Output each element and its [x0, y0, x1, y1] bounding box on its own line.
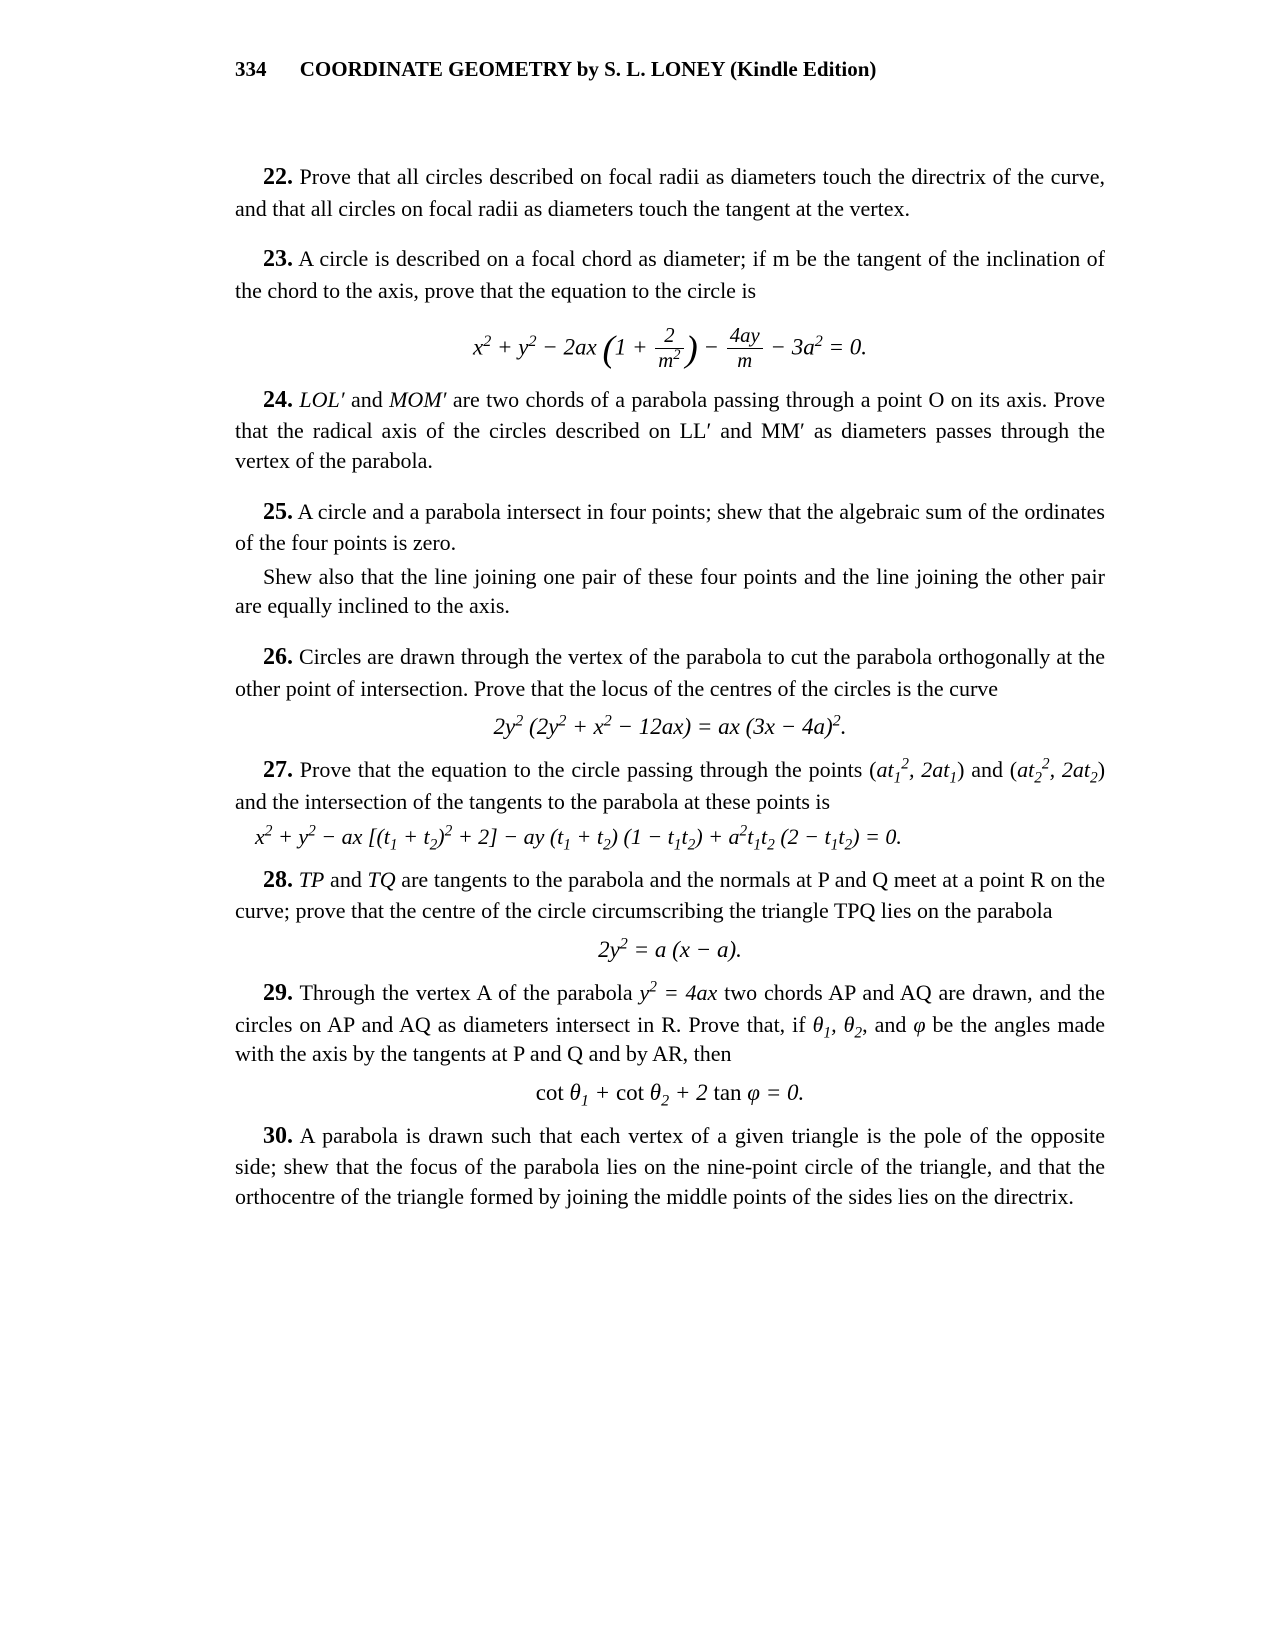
book-title: COORDINATE GEOMETRY by S. L. LONEY (Kind…: [300, 57, 877, 81]
problem-text-b: and: [324, 867, 367, 892]
problem-text-a: TP: [299, 867, 325, 892]
page-header: 334 COORDINATE GEOMETRY by S. L. LONEY (…: [235, 55, 1105, 83]
point-1: at12, 2at1: [876, 757, 957, 782]
problem-text-a: LOL′: [299, 387, 344, 412]
problem-number: 25.: [263, 499, 293, 525]
problem-number: 28.: [263, 867, 293, 893]
problem-30: 30. A parabola is drawn such that each v…: [235, 1120, 1105, 1212]
problem-23: 23. A circle is described on a focal cho…: [235, 243, 1105, 305]
point-2: at22, 2at2: [1017, 757, 1098, 782]
problem-text-a: Through the vertex A of the parabola: [299, 980, 639, 1005]
problem-number: 24.: [263, 387, 293, 413]
problem-text: Circles are drawn through the vertex of …: [235, 644, 1105, 700]
problem-text-b: and: [345, 387, 390, 412]
problem-25: 25. A circle and a parabola intersect in…: [235, 496, 1105, 558]
problem-text-c: , and: [862, 1012, 913, 1037]
formula-23: x2 + y2 − 2ax (1 + 2m2) − 4aym − 3a2 = 0…: [235, 326, 1105, 372]
problem-text-c: TQ: [368, 867, 396, 892]
problem-text-b: ) and (: [957, 757, 1017, 782]
problem-text: A circle and a parabola intersect in fou…: [235, 499, 1105, 555]
formula-29: cot θ1 + cot θ2 + 2 tan φ = 0.: [235, 1077, 1105, 1108]
problem-number: 29.: [263, 980, 293, 1006]
formula-28: 2y2 = a (x − a).: [235, 934, 1105, 965]
problem-number: 27.: [263, 757, 293, 783]
problem-text-c: MOM′: [389, 387, 446, 412]
formula-27: x2 + y2 − ax [(t1 + t2)2 + 2] − ay (t1 +…: [235, 822, 1105, 852]
phi: φ: [913, 1012, 925, 1037]
parabola-eq: y2 = 4ax: [639, 980, 717, 1005]
problem-number: 22.: [263, 164, 293, 190]
problem-text: A parabola is drawn such that each verte…: [235, 1123, 1105, 1209]
problem-29: 29. Through the vertex A of the parabola…: [235, 977, 1105, 1069]
problem-24: 24. LOL′ and MOM′ are two chords of a pa…: [235, 384, 1105, 476]
problem-number: 30.: [263, 1123, 293, 1149]
problem-text: A circle is described on a focal chord a…: [235, 246, 1105, 302]
problem-28: 28. TP and TQ are tangents to the parabo…: [235, 864, 1105, 926]
page-number: 334: [235, 57, 267, 81]
problem-number: 23.: [263, 246, 293, 272]
problem-text-a: Prove that the equation to the circle pa…: [300, 757, 877, 782]
problem-25-cont: Shew also that the line joining one pair…: [235, 562, 1105, 621]
problem-number: 26.: [263, 644, 293, 670]
problem-26: 26. Circles are drawn through the vertex…: [235, 641, 1105, 703]
formula-26: 2y2 (2y2 + x2 − 12ax) = ax (3x − 4a)2.: [235, 711, 1105, 742]
problem-22: 22. Prove that all circles described on …: [235, 161, 1105, 223]
problem-27: 27. Prove that the equation to the circl…: [235, 754, 1105, 816]
angles: θ1, θ2: [813, 1012, 863, 1037]
problem-text: Prove that all circles described on foca…: [235, 164, 1105, 220]
